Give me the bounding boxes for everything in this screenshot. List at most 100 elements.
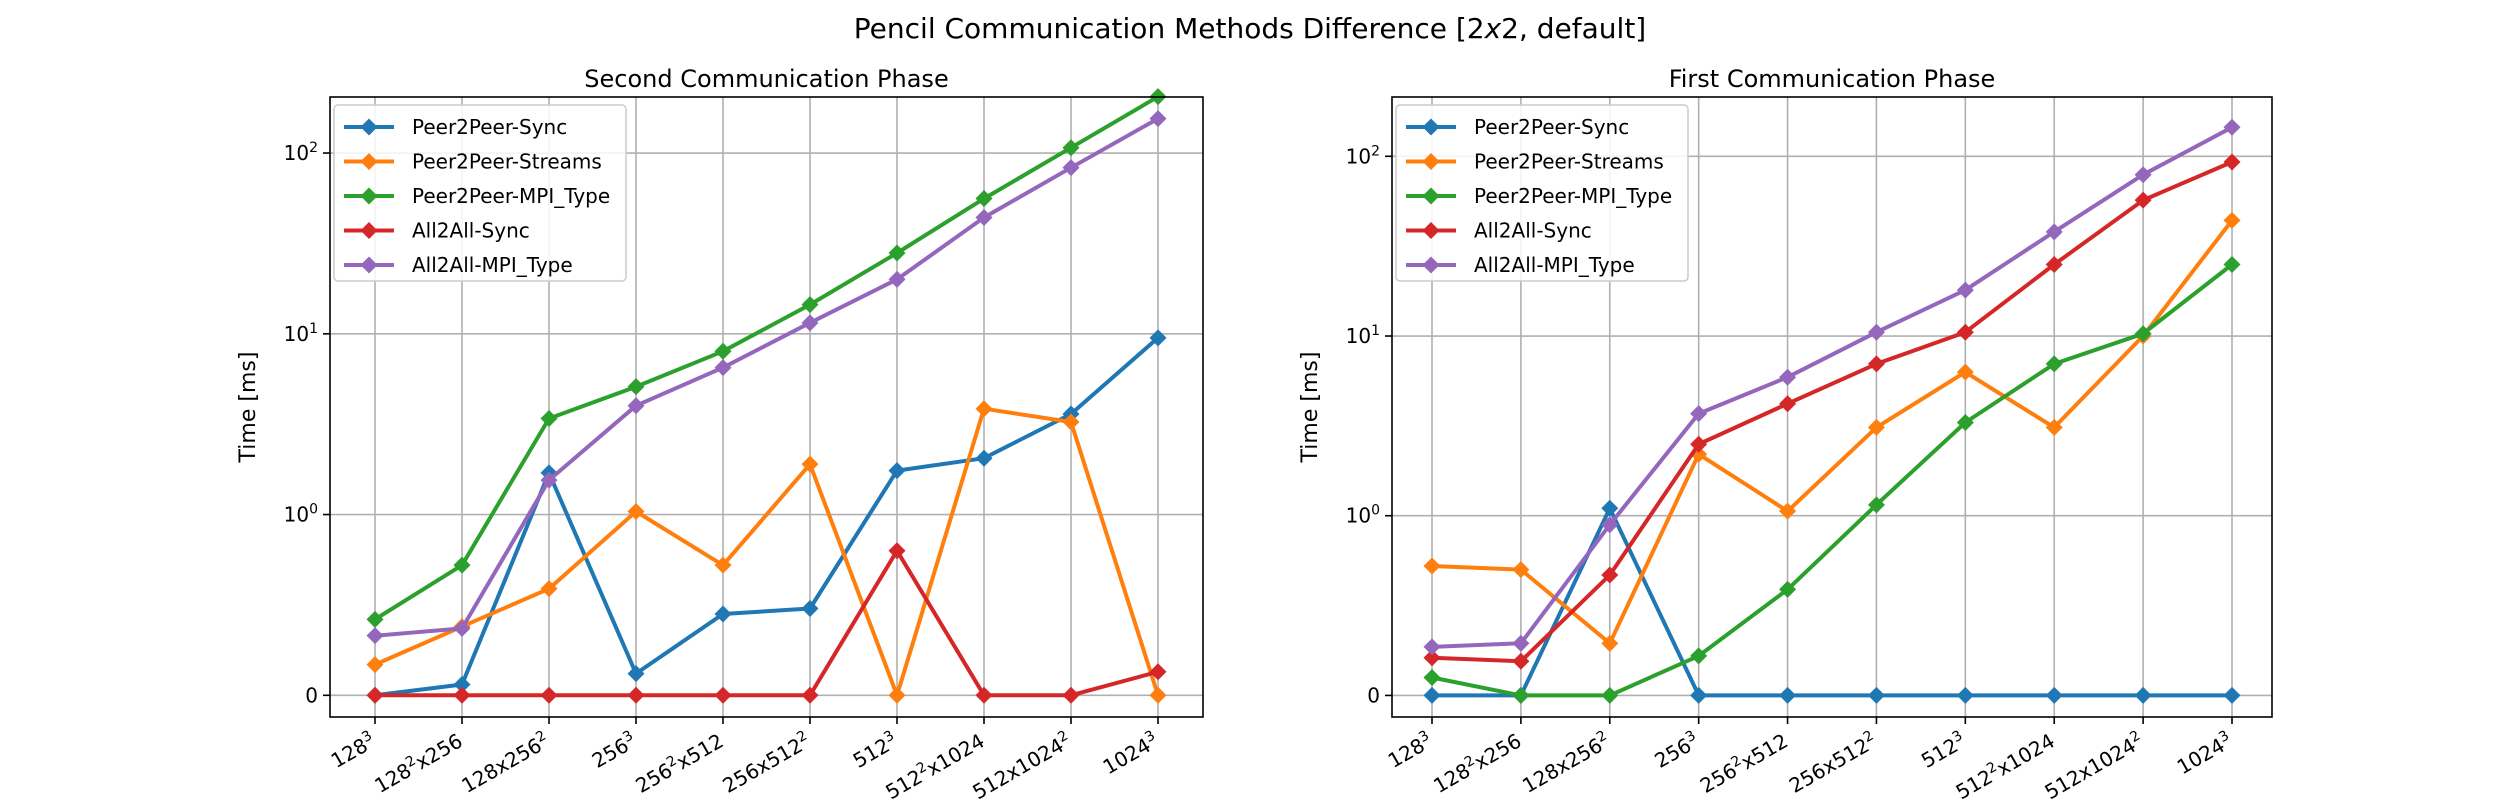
legend-label: All2All-MPI_Type xyxy=(1474,253,1635,277)
data-point xyxy=(2223,256,2241,274)
data-point xyxy=(975,449,993,467)
legend: Peer2Peer-Sync Peer2Peer-Streams Peer2Peer… xyxy=(1395,104,1689,282)
data-point xyxy=(714,556,732,574)
legend-label: Peer2Peer-Sync xyxy=(412,115,567,139)
data-point xyxy=(540,686,558,704)
data-point xyxy=(801,455,819,473)
axes-frame xyxy=(329,96,1204,718)
data-point xyxy=(888,542,906,560)
data-point xyxy=(975,208,993,226)
x-tick-label: 128x2562 xyxy=(1518,728,1615,798)
data-point xyxy=(801,600,819,618)
y-tick-label: 0 xyxy=(1367,683,1380,707)
legend-label: All2All-Sync xyxy=(412,219,530,243)
data-point xyxy=(1867,418,1885,436)
axes-frame xyxy=(1391,96,2273,718)
data-point xyxy=(714,359,732,377)
series-all2all-sync xyxy=(366,542,1167,704)
data-point xyxy=(1601,566,1619,584)
series-line xyxy=(1432,506,2232,698)
data-point xyxy=(1423,557,1441,575)
data-point xyxy=(1512,561,1530,579)
legend-marker xyxy=(360,222,378,239)
data-point xyxy=(1956,414,1974,432)
y-tick-label: 102 xyxy=(284,140,318,165)
legend-marker xyxy=(360,256,378,274)
data-point xyxy=(366,610,384,628)
data-point xyxy=(975,686,993,704)
legend-label: Peer2Peer-MPI_Type xyxy=(412,184,610,208)
series-peer2peer-streams xyxy=(366,400,1167,704)
data-point xyxy=(1423,649,1441,667)
data-point xyxy=(1867,686,1885,704)
series-line xyxy=(374,336,1160,698)
y-tick-label: 100 xyxy=(1346,503,1380,528)
x-tick-label: 5123 xyxy=(1917,728,1970,773)
legend-item: All2All-Sync xyxy=(1406,219,1592,243)
data-point xyxy=(1690,647,1708,665)
legend-marker xyxy=(360,118,378,136)
data-point xyxy=(453,619,471,637)
data-point xyxy=(801,314,819,332)
data-point xyxy=(1779,580,1797,598)
legend-box xyxy=(333,104,627,282)
x-tick-label: 10243 xyxy=(1098,728,1162,780)
data-point xyxy=(2223,153,2241,171)
data-point xyxy=(627,397,645,415)
series-line xyxy=(373,94,1160,622)
data-point xyxy=(1423,638,1441,656)
data-point xyxy=(714,342,732,360)
x-tick-label: 1282x256 xyxy=(370,728,467,798)
legend-marker xyxy=(360,187,378,205)
x-tick-label: 2562x512 xyxy=(631,728,728,798)
series-all2all-sync xyxy=(1423,153,2241,670)
x-tick-label: 1283 xyxy=(326,728,379,773)
y-tick-label: 101 xyxy=(1346,323,1380,348)
x-tick-label: 128x2562 xyxy=(457,728,554,798)
data-point xyxy=(2134,686,2152,704)
data-point xyxy=(1062,413,1080,431)
legend-label: Peer2Peer-MPI_Type xyxy=(1474,184,1672,208)
legend-marker xyxy=(1422,187,1440,205)
legend-item: All2All-MPI_Type xyxy=(344,253,573,277)
data-point xyxy=(1149,329,1167,347)
data-point xyxy=(1956,363,1974,381)
legend-item: All2All-Sync xyxy=(344,219,530,243)
data-point xyxy=(1512,686,1530,704)
data-point xyxy=(540,409,558,427)
figure-title: Pencil Communication Methods Difference … xyxy=(854,12,1646,45)
data-point xyxy=(2045,686,2063,704)
data-point xyxy=(975,190,993,208)
legend-item: Peer2Peer-Streams xyxy=(1406,150,1664,174)
legend-label: All2All-Sync xyxy=(1474,219,1592,243)
data-point xyxy=(1149,686,1167,704)
series-line xyxy=(1431,219,2234,646)
series-peer2peer-sync xyxy=(1423,499,2241,704)
data-point xyxy=(975,400,993,418)
series-line xyxy=(374,406,1160,698)
data-point xyxy=(888,686,906,704)
data-point xyxy=(1867,323,1885,341)
data-point xyxy=(2134,325,2152,343)
data-point xyxy=(1512,652,1530,670)
data-point xyxy=(2223,686,2241,704)
series-peer2peer-sync xyxy=(366,329,1167,704)
data-point xyxy=(366,686,384,704)
data-point xyxy=(366,656,384,674)
series-peer2peer-mpi-type xyxy=(366,88,1167,628)
data-point xyxy=(801,686,819,704)
data-point xyxy=(2223,118,2241,136)
x-tick-label: 1282x256 xyxy=(1429,728,1526,798)
data-point xyxy=(453,675,471,693)
data-point xyxy=(1423,668,1441,686)
data-point xyxy=(2045,256,2063,274)
x-tick-label: 2562x512 xyxy=(1695,728,1792,798)
data-point xyxy=(2045,418,2063,436)
data-point xyxy=(1601,516,1619,534)
data-point xyxy=(888,244,906,262)
legend: Peer2Peer-Sync Peer2Peer-Streams Peer2Peer… xyxy=(333,104,627,282)
legend-box xyxy=(1395,104,1689,282)
